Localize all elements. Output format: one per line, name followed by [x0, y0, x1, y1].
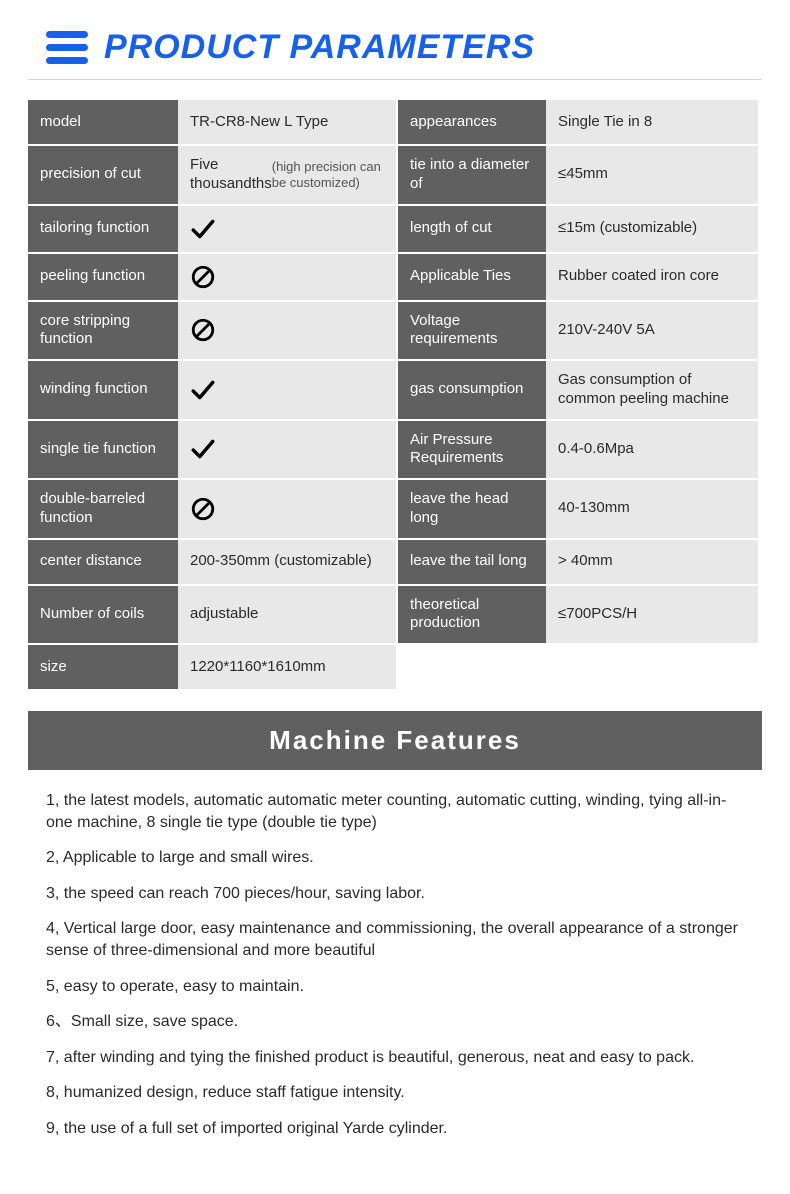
param-value [178, 206, 396, 252]
param-label: Voltage requirements [398, 302, 546, 360]
param-label: Applicable Ties [398, 254, 546, 300]
check-icon [190, 377, 216, 403]
param-label: tie into a diameter of [398, 146, 546, 204]
param-value: Gas consumption of common peeling machin… [546, 361, 758, 419]
param-value: Rubber coated iron core [546, 254, 758, 300]
param-row: Number of coilsadjustabletheoretical pro… [28, 586, 762, 644]
header: PRODUCT PARAMETERS [28, 18, 762, 80]
feature-item: 6、Small size, save space. [46, 1011, 752, 1033]
param-value-text: Five thousandths [190, 156, 272, 194]
param-label: length of cut [398, 206, 546, 252]
param-label: theoretical production [398, 586, 546, 644]
param-value-sub: (high precision can be customized) [272, 159, 384, 192]
param-label: Number of coils [28, 586, 178, 644]
feature-item: 4, Vertical large door, easy maintenance… [46, 918, 752, 961]
feature-item: 5, easy to operate, easy to maintain. [46, 976, 752, 998]
param-value: ≤700PCS/H [546, 586, 758, 644]
param-value [178, 302, 396, 360]
param-value: > 40mm [546, 540, 758, 584]
check-icon [190, 216, 216, 242]
param-label: leave the tail long [398, 540, 546, 584]
prohibit-icon [190, 264, 216, 290]
param-value: TR-CR8-New L Type [178, 100, 396, 144]
param-row: size1220*1160*1610mm [28, 645, 762, 689]
param-value: 0.4-0.6Mpa [546, 421, 758, 479]
param-value [178, 254, 396, 300]
param-label: precision of cut [28, 146, 178, 204]
param-label: core stripping function [28, 302, 178, 360]
param-row: double-barreled function leave the head l… [28, 480, 762, 538]
param-value: Five thousandths (high precision can be … [178, 146, 396, 204]
param-value: 40-130mm [546, 480, 758, 538]
param-value: ≤45mm [546, 146, 758, 204]
param-row: peeling function Applicable TiesRubber co… [28, 254, 762, 300]
param-label: tailoring function [28, 206, 178, 252]
feature-item: 8, humanized design, reduce staff fatigu… [46, 1082, 752, 1104]
features-list: 1, the latest models, automatic automati… [28, 790, 762, 1140]
param-row: tailoring function length of cut≤15m (cus… [28, 206, 762, 252]
prohibit-icon [190, 496, 216, 522]
feature-item: 7, after winding and tying the finished … [46, 1047, 752, 1069]
param-value: ≤15m (customizable) [546, 206, 758, 252]
prohibit-icon [190, 317, 216, 343]
param-label: size [28, 645, 178, 689]
feature-item: 3, the speed can reach 700 pieces/hour, … [46, 883, 752, 905]
param-label: model [28, 100, 178, 144]
page-title: PRODUCT PARAMETERS [104, 28, 535, 67]
param-value [178, 361, 396, 419]
param-label: gas consumption [398, 361, 546, 419]
param-label: single tie function [28, 421, 178, 479]
param-row: modelTR-CR8-New L TypeappearancesSingle … [28, 100, 762, 144]
param-value: Single Tie in 8 [546, 100, 758, 144]
param-label: peeling function [28, 254, 178, 300]
param-label: winding function [28, 361, 178, 419]
param-value: 200-350mm (customizable) [178, 540, 396, 584]
param-value: adjustable [178, 586, 396, 644]
param-value: 1220*1160*1610mm [178, 645, 396, 689]
param-label: Air Pressure Requirements [398, 421, 546, 479]
features-banner: Machine Features [28, 711, 762, 770]
parameters-table: modelTR-CR8-New L TypeappearancesSingle … [28, 100, 762, 689]
param-row: single tie function Air Pressure Requirem… [28, 421, 762, 479]
param-label: leave the head long [398, 480, 546, 538]
param-label: center distance [28, 540, 178, 584]
param-row: precision of cutFive thousandths (high p… [28, 146, 762, 204]
feature-item: 1, the latest models, automatic automati… [46, 790, 752, 833]
param-value [178, 480, 396, 538]
param-row: winding function gas consumptionGas consu… [28, 361, 762, 419]
feature-item: 2, Applicable to large and small wires. [46, 847, 752, 869]
check-icon [190, 436, 216, 462]
param-value [178, 421, 396, 479]
feature-item: 9, the use of a full set of imported ori… [46, 1118, 752, 1140]
param-label: appearances [398, 100, 546, 144]
param-row: core stripping function Voltage requireme… [28, 302, 762, 360]
hamburger-icon [46, 31, 88, 64]
param-value: 210V-240V 5A [546, 302, 758, 360]
param-label: double-barreled function [28, 480, 178, 538]
param-row: center distance200-350mm (customizable)l… [28, 540, 762, 584]
